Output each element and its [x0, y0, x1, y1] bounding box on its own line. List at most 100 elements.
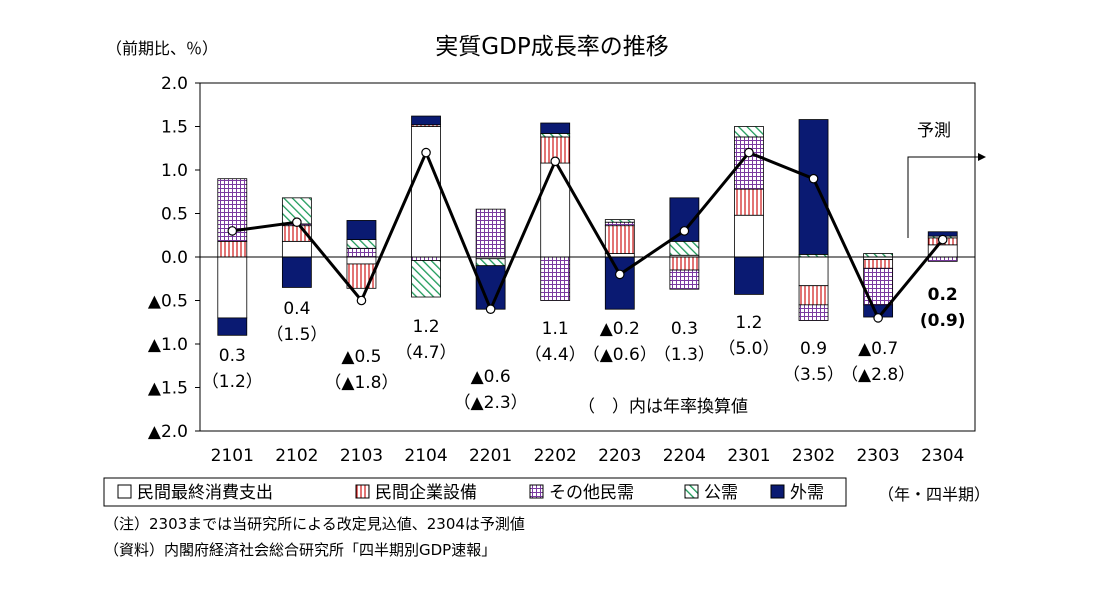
bar-segment-2301-s0	[734, 214, 764, 258]
growth-label-2201: ▲0.6	[471, 367, 511, 387]
growth-label-2103: ▲0.5	[341, 347, 381, 367]
bar-segment-2103-s3	[346, 239, 377, 249]
bar-segment-2303-s1	[863, 259, 894, 269]
annual-label-2103: （▲1.8）	[324, 373, 398, 393]
stacked-bars	[217, 115, 958, 336]
y-axis: 2.0 1.5 1.0 0.5 0.0 ▲0.5 ▲1.0 ▲1.5 ▲2.0	[148, 74, 200, 442]
bar-segment-2301-s4	[734, 256, 764, 295]
bar-segment-2104-s2	[411, 256, 441, 261]
growth-label-2102: 0.4	[283, 299, 310, 319]
x-tick-label: 2304	[921, 446, 964, 466]
legend-item-other-private: その他民需	[529, 483, 634, 503]
annual-label-2104: （4.7）	[396, 343, 457, 363]
x-tick-label: 2303	[856, 446, 899, 466]
x-tick-label: 2301	[727, 446, 770, 466]
growth-label-2204: 0.3	[671, 319, 698, 339]
bar-segment-2302-s2	[798, 304, 829, 321]
bar-segment-2104-s0	[411, 126, 441, 258]
bar-segment-2204-s1	[669, 256, 700, 271]
total-point-2203	[614, 269, 625, 280]
svg-text:民間企業設備: 民間企業設備	[375, 483, 477, 503]
growth-label-2104: 1.2	[413, 317, 440, 337]
x-axis: 2101 2102 2103 2104 2201 2202 2203 2204 2301 2302…	[211, 446, 965, 466]
svg-text:公需: 公需	[704, 483, 738, 503]
total-point-2303	[873, 313, 883, 323]
annual-label-2102: （1.5）	[266, 325, 327, 345]
y-tick-label: ▲0.5	[148, 292, 188, 312]
forecast-label: 予測	[917, 121, 951, 141]
total-point-2102	[292, 217, 302, 227]
y-tick-label: ▲1.0	[148, 335, 188, 355]
growth-label-2202: 1.1	[542, 319, 569, 339]
forecast-arrow	[907, 153, 986, 238]
y-axis-unit-label: （前期比、％）	[106, 39, 218, 58]
legend-item-consumption: 民間最終消費支出	[117, 483, 273, 503]
bar-segment-2102-s0	[281, 240, 312, 258]
bar-segment-2203-s4	[604, 256, 635, 310]
bar-segment-2103-s0	[346, 256, 377, 265]
bar-segment-2104-s3	[411, 260, 441, 298]
x-tick-label: 2204	[663, 446, 706, 466]
bar-segment-2203-s2	[604, 221, 635, 227]
y-tick-label: 0.5	[161, 205, 188, 225]
growth-label-2203: ▲0.2	[600, 319, 640, 339]
bar-segment-2101-s0	[217, 256, 248, 319]
total-point-2301	[744, 147, 754, 158]
annual-label-2301: （5.0）	[718, 339, 779, 359]
bar-segment-2301-s3	[734, 126, 764, 138]
x-tick-label: 2103	[340, 446, 383, 466]
legend: 民間最終消費支出 民間企業設備 その他民需 公需 外需	[103, 477, 847, 507]
x-axis-unit-label: （年・四半期）	[878, 485, 990, 504]
bar-segment-2301-s1	[734, 188, 764, 216]
svg-text:民間最終消費支出: 民間最終消費支出	[137, 483, 273, 503]
x-tick-label: 2203	[598, 446, 641, 466]
x-tick-label: 2102	[275, 446, 318, 466]
annual-label-2203: （▲0.6）	[583, 345, 657, 365]
bar-segment-2304-s2	[927, 256, 958, 262]
svg-text:その他民需: その他民需	[549, 483, 634, 503]
bar-segment-2302-s1	[798, 285, 829, 306]
bar-segment-2101-s1	[217, 240, 248, 258]
x-tick-label: 2302	[792, 446, 835, 466]
bar-segment-2203-s1	[604, 225, 635, 254]
bar-segment-2302-s0	[798, 256, 829, 287]
x-tick-label: 2202	[534, 446, 577, 466]
bar-segment-2203-s3	[604, 219, 635, 223]
bar-segment-2103-s2	[346, 247, 377, 258]
total-point-2304	[937, 234, 948, 245]
bar-segment-2201-s3	[475, 258, 506, 267]
legend-item-external: 外需	[770, 483, 824, 503]
growth-label-2301: 1.2	[735, 313, 762, 333]
x-tick-label: 2201	[469, 446, 512, 466]
total-point-2302	[808, 173, 819, 184]
annual-label-2303: （▲2.8）	[841, 365, 915, 385]
bar-segment-2204-s3	[669, 240, 700, 256]
annual-rate-note: （ ）内は年率換算値	[578, 397, 748, 417]
total-line-path	[232, 151, 944, 320]
y-tick-label: 1.5	[161, 118, 188, 138]
growth-label-2304: 0.2	[928, 285, 958, 305]
growth-label-2101: 0.3	[219, 346, 246, 366]
total-point-2103	[356, 295, 367, 306]
bar-segment-2202-s3	[540, 133, 571, 138]
bar-segment-2201-s2	[475, 208, 506, 258]
y-tick-label: ▲2.0	[148, 422, 188, 442]
annual-label-2304: (0.9)	[920, 311, 966, 331]
y-tick-label: ▲1.5	[148, 379, 188, 399]
growth-label-2302: 0.9	[800, 339, 827, 359]
svg-text:外需: 外需	[790, 483, 824, 503]
annual-label-2202: （4.4）	[525, 345, 586, 365]
x-tick-label: 2104	[404, 446, 447, 466]
value-labels: 0.3 （1.2） 0.4 （1.5） ▲0.5 （▲1.8） 1.2 （4.7） ▲0.6 （▲…	[202, 285, 966, 413]
growth-label-2303: ▲0.7	[858, 339, 898, 359]
total-growth-line	[227, 147, 948, 323]
x-tick-label: 2101	[211, 446, 254, 466]
bar-segment-2202-s4	[540, 122, 571, 134]
bar-segment-2104-s4	[411, 115, 441, 126]
bar-segment-2202-s2	[540, 256, 571, 301]
total-point-2104	[421, 147, 431, 158]
legend-item-public: 公需	[684, 483, 738, 503]
note-line: （注）2303までは当研究所による改定見込値、2304は予測値	[104, 515, 525, 533]
total-point-2201	[485, 304, 496, 314]
